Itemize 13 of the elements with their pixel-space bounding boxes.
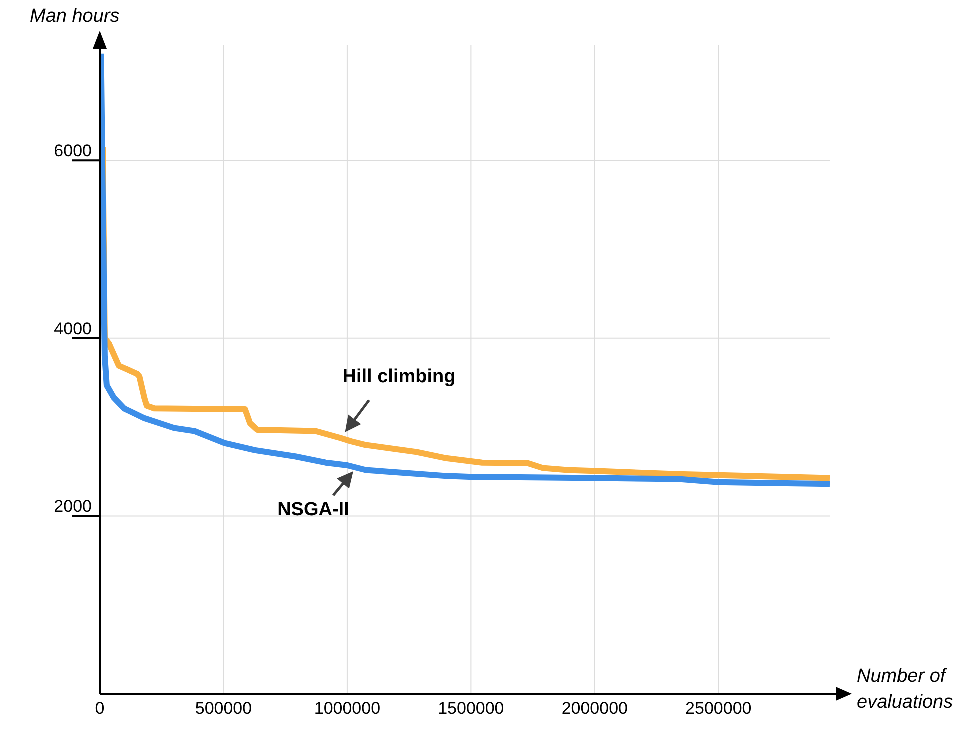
x-tick-label: 2500000 [686,699,752,718]
x-tick-label: 1500000 [438,699,504,718]
x-tick-label: 0 [95,699,105,718]
y-axis-title: Man hours [30,6,120,28]
y-tick-label: 4000 [54,319,92,338]
x-axis-title: Number of evaluations [857,665,954,715]
x-tick-label: 1000000 [314,699,381,718]
text: Hill climbing [342,366,456,388]
series-label: NSGA-II [278,500,350,521]
y-tick-label: 2000 [54,497,92,516]
y-tick-label: 6000 [54,142,92,161]
x-tick-label: 500000 [195,699,252,718]
x-tick-label: 2000000 [562,699,628,718]
